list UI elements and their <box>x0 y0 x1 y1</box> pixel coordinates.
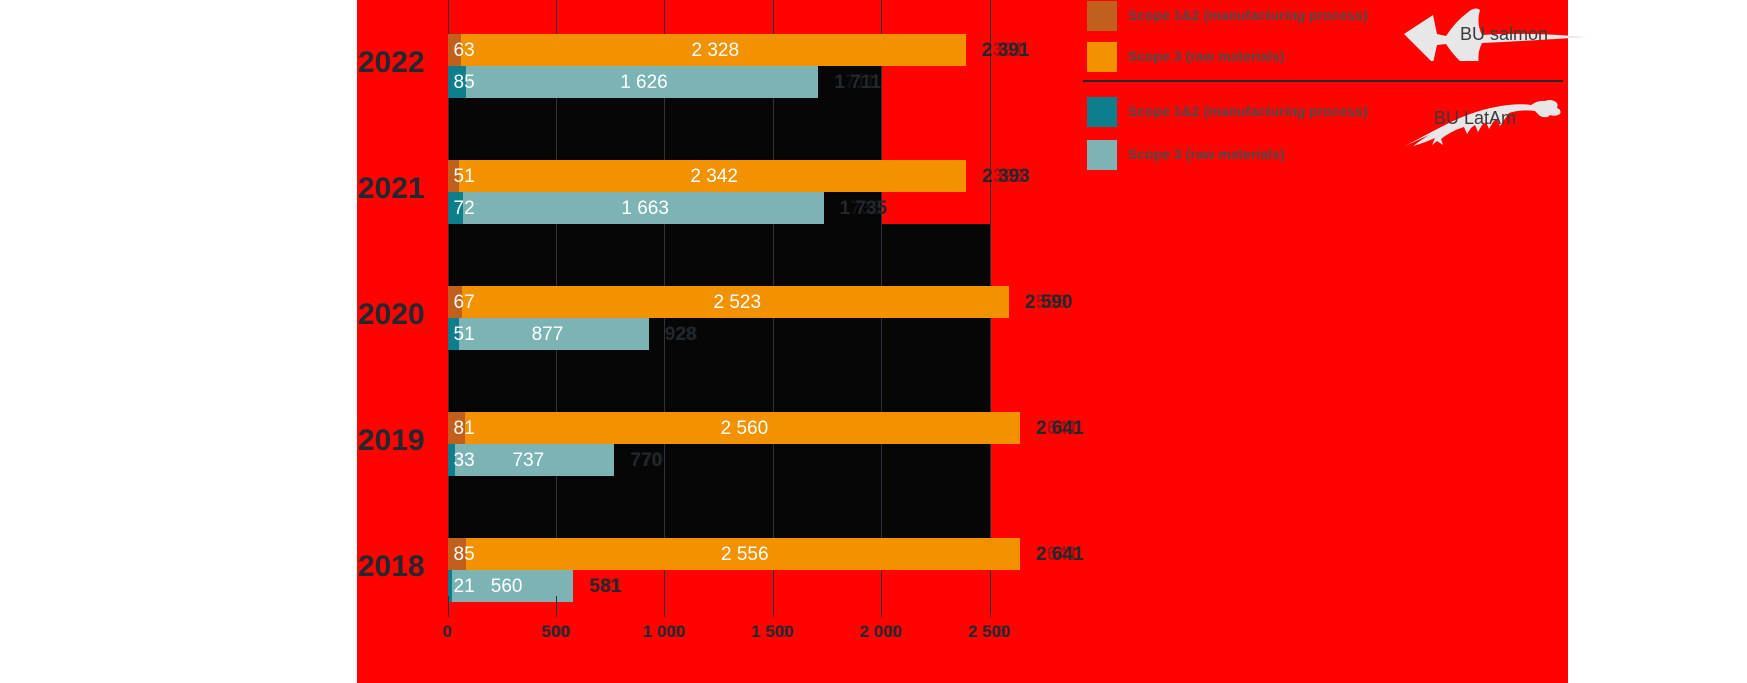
svg-text:BU salmon: BU salmon <box>1460 24 1548 44</box>
svg-text:BU LatAm: BU LatAm <box>1434 108 1516 128</box>
